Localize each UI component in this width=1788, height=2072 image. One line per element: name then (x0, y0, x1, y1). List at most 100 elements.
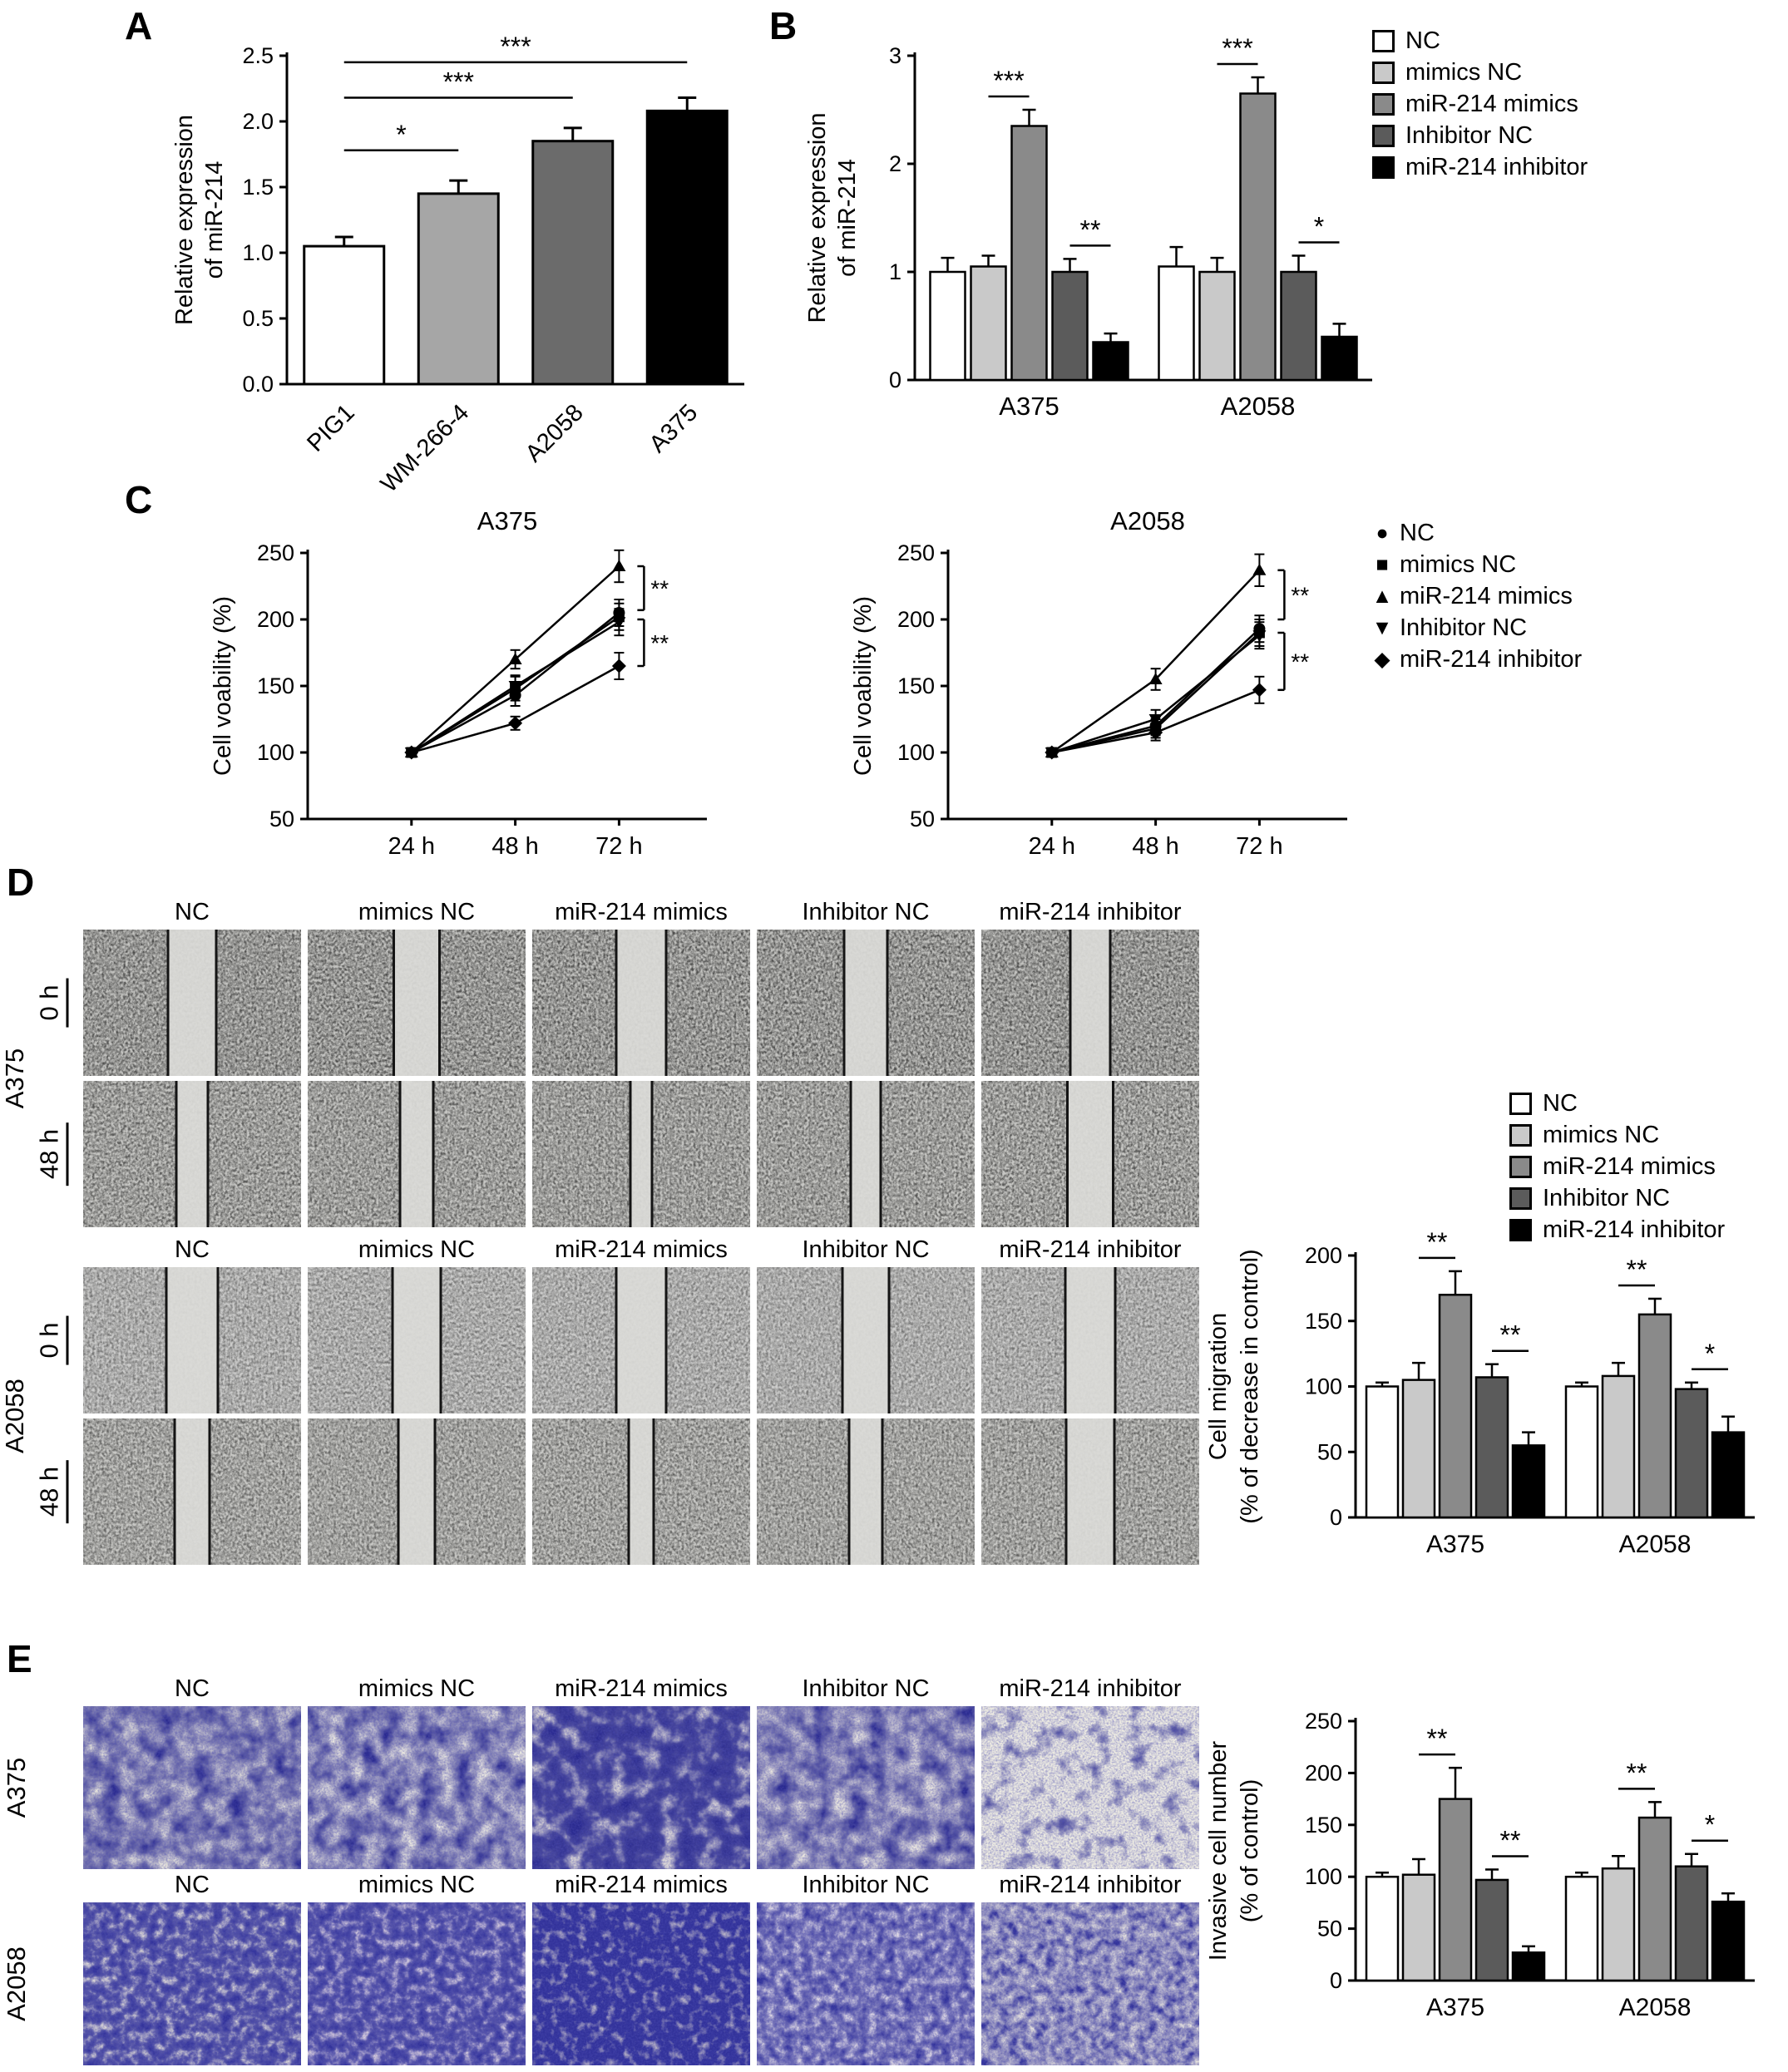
svg-text:**: ** (1291, 649, 1309, 674)
legend-label: miR-214 mimics (1400, 582, 1573, 609)
legend-item: Inhibitor NC (1509, 1182, 1725, 1214)
panel-e-column-header: miR-214 inhibitor (999, 1675, 1182, 1702)
legend-swatch (1372, 61, 1395, 84)
svg-text:A2058: A2058 (521, 399, 589, 467)
panel-d-column-header: miR-214 mimics (555, 899, 728, 925)
svg-text:200: 200 (257, 607, 294, 632)
panel-d-row-label-time: 48 h (34, 1122, 69, 1186)
svg-text:WM-266-4: WM-266-4 (376, 399, 474, 497)
panel-d-column-header: NC (175, 1236, 210, 1263)
panel-e-label: E (7, 1637, 32, 1680)
wound-assay-image (981, 1081, 1199, 1227)
wound-assay-image (532, 1081, 750, 1227)
svg-text:50: 50 (1317, 1439, 1342, 1464)
invasion-assay-image (83, 1706, 301, 1869)
wound-assay-image (308, 930, 526, 1076)
svg-text:**: ** (1427, 1227, 1448, 1257)
svg-text:Relative expression: Relative expression (804, 112, 831, 323)
svg-text:*: * (396, 120, 406, 150)
panel-b-legend: NC mimics NC miR-214 mimics Inhibitor NC miR… (1372, 25, 1588, 183)
svg-text:150: 150 (1305, 1813, 1342, 1838)
wound-assay-image (83, 1267, 301, 1413)
svg-text:A375: A375 (645, 399, 704, 458)
svg-text:of miR-214: of miR-214 (834, 159, 861, 277)
legend-swatch (1509, 1092, 1532, 1115)
legend-marker-icon: ▼ (1371, 615, 1393, 639)
panel-e-column-header: miR-214 mimics (555, 1872, 728, 1898)
legend-marker-icon: ▲ (1371, 584, 1393, 608)
panel-d-row-label-cellline: A375 (0, 1048, 29, 1109)
svg-text:(% of control): (% of control) (1237, 1779, 1263, 1922)
svg-text:*: * (1705, 1810, 1715, 1840)
panel-d-column-header: Inhibitor NC (802, 1236, 930, 1263)
panel-b-label: B (769, 4, 798, 47)
panel-c-label: C (125, 478, 153, 521)
svg-text:1.0: 1.0 (242, 240, 274, 265)
svg-text:150: 150 (897, 673, 935, 698)
svg-text:A2058: A2058 (1110, 506, 1185, 535)
svg-text:50: 50 (269, 807, 294, 831)
legend-item: miR-214 inhibitor (1509, 1214, 1725, 1246)
wound-assay-image (83, 1081, 301, 1227)
svg-text:*: * (1705, 1339, 1715, 1369)
svg-text:100: 100 (897, 740, 935, 765)
wound-assay-image (83, 1418, 301, 1565)
svg-text:A375: A375 (999, 392, 1059, 421)
invasion-assay-image (981, 1706, 1199, 1869)
legend-swatch (1509, 1155, 1532, 1178)
legend-label: miR-214 inhibitor (1400, 645, 1583, 673)
legend-swatch (1372, 29, 1395, 52)
svg-text:Invasive cell number: Invasive cell number (1205, 1740, 1232, 1961)
panel-d-column-header: Inhibitor NC (802, 899, 930, 925)
panel-d-column-header: miR-214 mimics (555, 1236, 728, 1263)
svg-text:2: 2 (889, 151, 901, 176)
legend-label: NC (1543, 1089, 1578, 1117)
wound-assay-image (308, 1418, 526, 1565)
svg-text:100: 100 (257, 740, 294, 765)
svg-text:Cell voability (%): Cell voability (%) (210, 596, 236, 776)
svg-text:0.5: 0.5 (242, 306, 274, 331)
svg-text:150: 150 (1305, 1309, 1342, 1334)
panel-d-column-header: mimics NC (358, 1236, 476, 1263)
legend-label: Inhibitor NC (1400, 614, 1528, 641)
wound-assay-image (532, 1267, 750, 1413)
svg-text:**: ** (650, 575, 669, 601)
invasion-assay-image (757, 1706, 975, 1869)
legend-marker-icon: ◆ (1374, 648, 1390, 671)
legend-label: miR-214 inhibitor (1405, 153, 1588, 180)
svg-text:**: ** (1427, 1724, 1448, 1754)
svg-text:100: 100 (1305, 1864, 1342, 1889)
svg-text:Cell voability (%): Cell voability (%) (850, 596, 877, 776)
svg-text:A2058: A2058 (1619, 1531, 1692, 1558)
svg-text:48 h: 48 h (491, 833, 538, 860)
svg-text:A2058: A2058 (1221, 392, 1296, 421)
invasion-assay-image (83, 1902, 301, 2065)
invasion-assay-image (757, 1902, 975, 2065)
wound-assay-image (981, 1418, 1199, 1565)
wound-assay-image (981, 930, 1199, 1076)
legend-item: ▼ Inhibitor NC (1368, 612, 1582, 644)
svg-text:48 h: 48 h (1132, 833, 1178, 860)
panel-a-label: A (125, 4, 153, 47)
legend-item: miR-214 mimics (1372, 88, 1588, 120)
wound-assay-image (757, 930, 975, 1076)
legend-label: miR-214 mimics (1543, 1152, 1716, 1180)
legend-item: ■ mimics NC (1368, 549, 1582, 580)
legend-swatch (1509, 1123, 1532, 1147)
svg-text:(% of decrease in control): (% of decrease in control) (1237, 1249, 1263, 1523)
invasion-assay-image (981, 1902, 1199, 2065)
panel-e-column-header: mimics NC (358, 1872, 476, 1898)
svg-text:**: ** (1291, 582, 1309, 608)
svg-text:A375: A375 (1426, 1994, 1484, 2021)
panel-d-column-header: NC (175, 899, 210, 925)
wound-assay-image (757, 1267, 975, 1413)
svg-text:**: ** (1080, 215, 1101, 244)
legend-label: miR-214 mimics (1405, 90, 1578, 117)
panel-a-bar-chart: 0.0 0.5 1.0 1.5 2.0 2.5 PIG1 WM-266-4 A2058 A375 *… (171, 32, 744, 498)
panel-e-column-header: Inhibitor NC (802, 1675, 930, 1702)
legend-swatch (1372, 155, 1395, 179)
legend-label: mimics NC (1543, 1121, 1660, 1148)
svg-text:72 h: 72 h (1236, 833, 1282, 860)
invasion-assay-image (308, 1706, 526, 1869)
panel-e-column-header: miR-214 inhibitor (999, 1872, 1182, 1898)
